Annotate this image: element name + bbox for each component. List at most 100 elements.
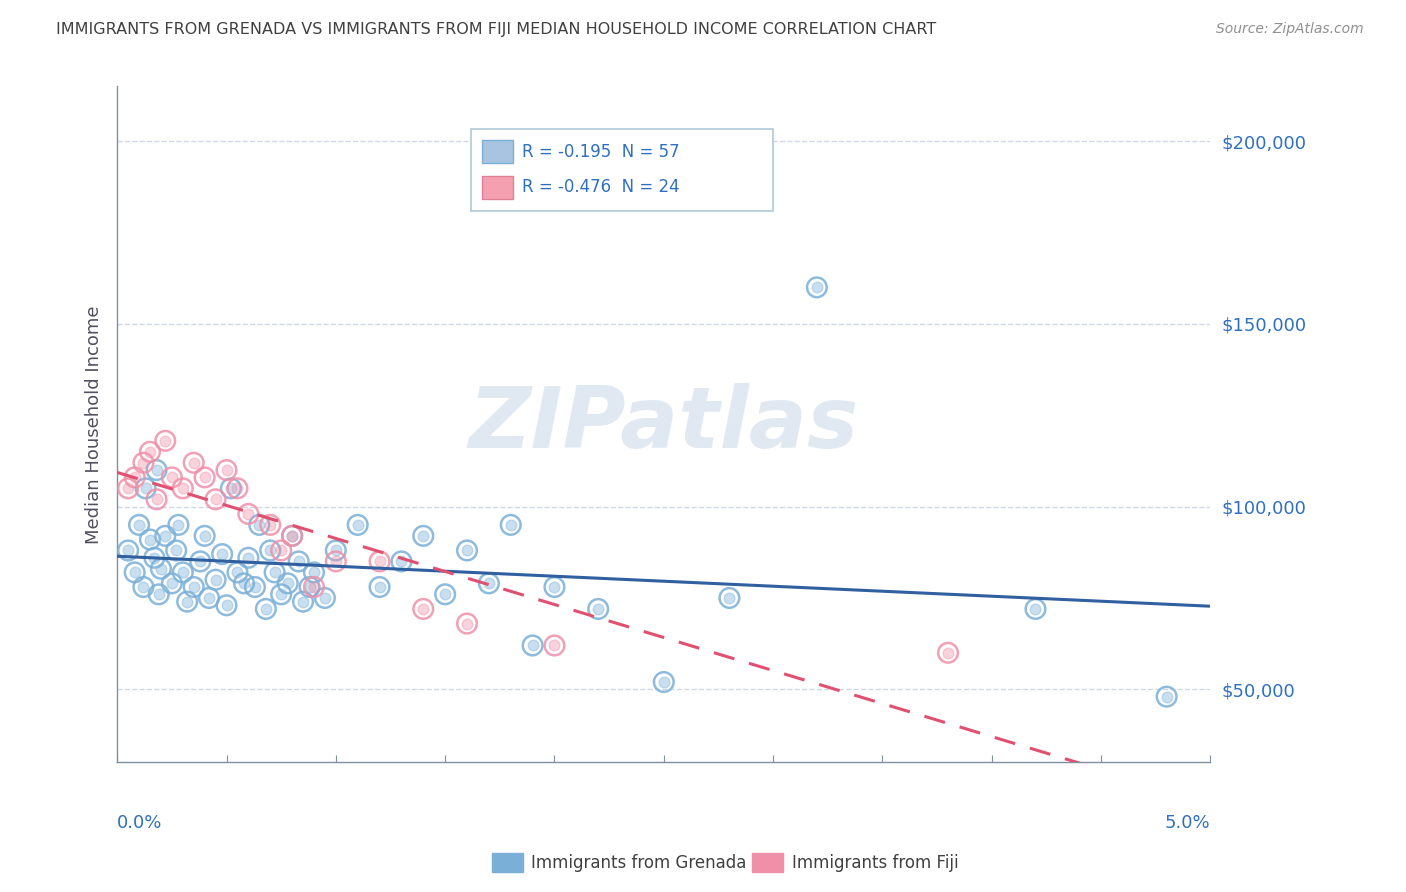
Point <box>456 616 478 631</box>
Point <box>247 517 270 532</box>
Point <box>155 434 177 448</box>
Point <box>176 594 198 608</box>
Point <box>270 543 292 558</box>
Text: R = -0.195  N = 57: R = -0.195 N = 57 <box>522 143 679 161</box>
Point <box>132 580 155 594</box>
Point <box>238 550 260 565</box>
Point <box>128 517 150 532</box>
Point <box>238 507 260 521</box>
Point <box>936 646 959 660</box>
Point <box>586 602 609 616</box>
Point <box>238 550 260 565</box>
Point <box>124 470 146 484</box>
Point <box>172 481 194 495</box>
Point <box>194 470 217 484</box>
Point <box>391 554 413 568</box>
Point <box>149 562 172 576</box>
Point <box>132 580 155 594</box>
Point <box>586 602 609 616</box>
Point <box>368 554 391 568</box>
Point <box>194 529 217 543</box>
Point <box>478 576 501 591</box>
Point <box>219 481 242 495</box>
Point <box>1156 690 1178 704</box>
Point <box>368 580 391 594</box>
Text: R = -0.476  N = 24: R = -0.476 N = 24 <box>522 178 679 196</box>
Point <box>314 591 336 605</box>
Point <box>167 517 190 532</box>
Point <box>292 594 315 608</box>
Point <box>135 481 157 495</box>
Point <box>281 529 304 543</box>
Point <box>302 566 325 580</box>
Point <box>434 587 457 601</box>
Point <box>325 543 347 558</box>
Point <box>1156 690 1178 704</box>
Point <box>226 481 249 495</box>
Point <box>270 543 292 558</box>
Point <box>165 543 187 558</box>
Point <box>287 554 309 568</box>
Point <box>259 543 281 558</box>
Point <box>346 517 368 532</box>
Point <box>139 533 162 547</box>
Point <box>148 587 170 601</box>
Point <box>806 280 828 294</box>
Point <box>128 517 150 532</box>
Point <box>183 456 205 470</box>
Point <box>412 529 434 543</box>
Point <box>149 562 172 576</box>
Point <box>259 517 281 532</box>
Point <box>1024 602 1046 616</box>
Point <box>172 481 194 495</box>
Point <box>183 580 205 594</box>
Point <box>188 554 211 568</box>
Point <box>215 463 238 477</box>
Point <box>325 554 347 568</box>
Point <box>806 280 828 294</box>
Text: 5.0%: 5.0% <box>1164 814 1211 831</box>
Point <box>204 492 226 507</box>
Point <box>155 434 177 448</box>
Point <box>281 529 304 543</box>
Text: IMMIGRANTS FROM GRENADA VS IMMIGRANTS FROM FIJI MEDIAN HOUSEHOLD INCOME CORRELAT: IMMIGRANTS FROM GRENADA VS IMMIGRANTS FR… <box>56 22 936 37</box>
Point <box>325 543 347 558</box>
Point <box>277 576 299 591</box>
Point <box>346 517 368 532</box>
Point <box>456 543 478 558</box>
Point <box>124 566 146 580</box>
Point <box>160 576 183 591</box>
Point <box>412 602 434 616</box>
Y-axis label: Median Household Income: Median Household Income <box>86 305 103 543</box>
Point <box>325 554 347 568</box>
Point <box>233 576 256 591</box>
Point <box>124 566 146 580</box>
Point <box>226 566 249 580</box>
Point <box>176 594 198 608</box>
Point <box>132 456 155 470</box>
Point <box>172 566 194 580</box>
Point <box>298 580 321 594</box>
Point <box>522 639 544 653</box>
Point <box>198 591 221 605</box>
Point <box>155 529 177 543</box>
Point <box>543 639 565 653</box>
Point <box>391 554 413 568</box>
Point <box>160 470 183 484</box>
Point <box>302 580 325 594</box>
Point <box>259 543 281 558</box>
Point <box>198 591 221 605</box>
Point <box>139 445 162 459</box>
Point <box>254 602 277 616</box>
Point <box>226 566 249 580</box>
Point <box>219 481 242 495</box>
Point <box>243 580 266 594</box>
Point <box>478 576 501 591</box>
Point <box>259 517 281 532</box>
Point <box>215 599 238 613</box>
Point <box>145 492 167 507</box>
Text: Immigrants from Fiji: Immigrants from Fiji <box>792 854 959 871</box>
Point <box>368 580 391 594</box>
Point <box>148 587 170 601</box>
Point <box>135 481 157 495</box>
